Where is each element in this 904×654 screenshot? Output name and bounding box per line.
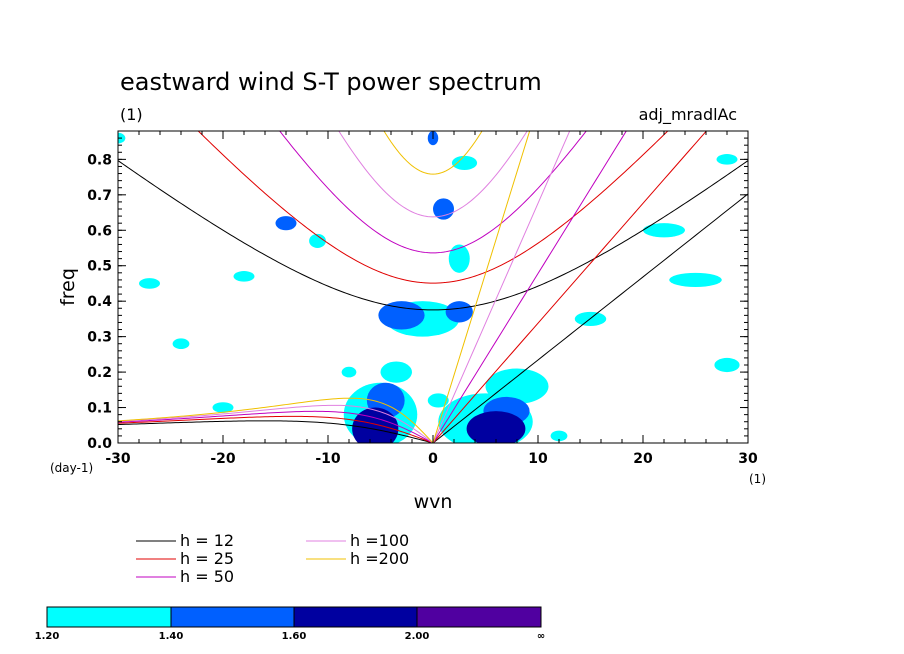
y-tick-label-0: 0.0: [87, 436, 112, 452]
plot-area: [117, 130, 749, 444]
inertia-gravity-curve-h12: [118, 160, 748, 311]
x-axis-label: wvn: [414, 491, 453, 513]
kelvin-curve-h50: [432, 131, 627, 443]
contour-blob-10: [139, 278, 160, 289]
power-contours: [118, 131, 740, 443]
kelvin-curve-h12: [432, 193, 748, 443]
x-axis: -30 -20 -10 0 10 20 30: [105, 131, 758, 467]
rossby-curve-h200: [118, 397, 434, 443]
contour-blob-17: [341, 366, 357, 378]
x-tick-label-5: 20: [633, 451, 653, 467]
y-tick-label-5: 0.5: [87, 259, 112, 275]
legend-label-2: h = 50: [180, 567, 234, 586]
contour-blob-18: [550, 430, 568, 442]
contour-blob-5: [448, 244, 470, 273]
contour-blob-0: [380, 361, 412, 383]
rossby-curve-h12: [118, 420, 434, 443]
colorbar-label-1: 1.40: [159, 631, 184, 642]
y-tick-label-8: 0.8: [87, 152, 112, 168]
contour-blob-29: [466, 411, 526, 443]
colorbar-swatch-2: [293, 606, 418, 628]
inertia-gravity-curve-h100: [338, 131, 528, 218]
rossby-curve-h100: [118, 404, 434, 443]
contour-blob-24: [445, 301, 473, 323]
inertia-gravity-curve-h50: [279, 131, 587, 254]
legend-label-3: h =100: [350, 531, 409, 550]
inertia-gravity-curve-h200: [383, 131, 483, 175]
x-tick-label-2: -10: [315, 451, 341, 467]
y-axis: 0.0 0.1 0.2 0.3 0.4 0.5 0.6 0.7 0.8: [87, 130, 748, 452]
rossby-curve-h25: [118, 415, 434, 443]
colorbar-swatch-0: [46, 606, 172, 628]
colorbar-swatch-1: [170, 606, 295, 628]
contour-blob-15: [714, 357, 740, 373]
contour-blob-23: [378, 301, 425, 330]
x-tick-label-3: 0: [428, 451, 438, 467]
y-axis-label: freq: [57, 268, 79, 306]
contour-blob-9: [233, 271, 255, 282]
legend-label-1: h = 25: [180, 549, 234, 568]
y-tick-label-6: 0.6: [87, 223, 112, 239]
colorbar-label-2: 1.60: [282, 631, 307, 642]
x-tick-label-4: 10: [528, 451, 548, 467]
contour-blob-26: [275, 216, 297, 231]
contour-blob-11: [172, 338, 190, 350]
contour-blob-28: [352, 407, 399, 443]
chart-title: eastward wind S-T power spectrum: [120, 68, 542, 96]
legend-label-0: h = 12: [180, 531, 234, 550]
y-tick-label-2: 0.2: [87, 365, 112, 381]
y-tick-label-3: 0.3: [87, 330, 112, 346]
x-tick-label-0: -30: [105, 451, 131, 467]
chart-subtitle-left: (1): [120, 105, 143, 124]
colorbar-label-0: 1.20: [35, 631, 60, 642]
colorbar-label-3: 2.00: [405, 631, 430, 642]
kelvin-curve-h200: [432, 131, 531, 443]
colorbar-swatch-3: [416, 606, 542, 628]
legend-label-4: h =200: [350, 549, 409, 568]
contour-blob-7: [427, 393, 449, 408]
y-unit-label: (day-1): [50, 461, 93, 475]
dispersion-curves: [118, 131, 748, 443]
y-tick-label-4: 0.4: [87, 294, 112, 310]
contour-blob-8: [451, 155, 478, 170]
kelvin-curve-h100: [432, 131, 571, 443]
rossby-curve-h50: [118, 410, 434, 443]
contour-blob-16: [212, 402, 234, 413]
contour-blob-6: [309, 233, 326, 248]
contour-blob-12: [643, 223, 685, 238]
inertia-gravity-curve-h25: [197, 131, 669, 284]
x-unit-label: (1): [749, 472, 766, 486]
colorbar-label-4: ∞: [537, 631, 545, 642]
contour-blob-13: [669, 272, 722, 287]
y-tick-label-7: 0.7: [87, 188, 112, 204]
kelvin-curve-h25: [432, 131, 708, 443]
y-tick-label-1: 0.1: [87, 401, 112, 417]
x-tick-label-1: -20: [210, 451, 236, 467]
chart-subtitle-right: adj_mradlAc: [639, 105, 737, 125]
x-tick-label-6: 30: [738, 451, 758, 467]
colorbar: 1.20 1.40 1.60 2.00 ∞: [35, 606, 545, 642]
contour-blob-20: [716, 154, 738, 165]
